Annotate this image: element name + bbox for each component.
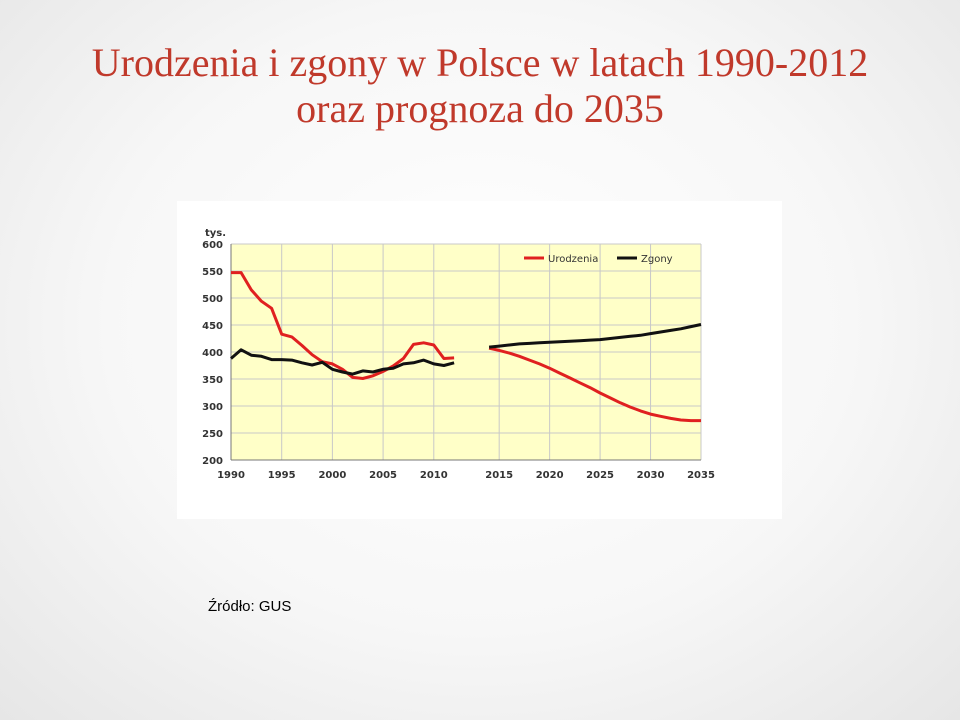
x-tick-label-2015: 2015 [485, 470, 513, 481]
slide-title-line-2: oraz prognoza do 2035 [296, 86, 664, 131]
x-tick-label-2035: 2035 [687, 470, 715, 481]
legend-births-label: Urodzenia [548, 254, 598, 265]
y-tick-label-600: 600 [202, 240, 223, 251]
y-tick-label-250: 250 [202, 429, 223, 440]
x-tick-label-2030: 2030 [637, 470, 665, 481]
y-tick-label-500: 500 [202, 294, 223, 305]
slide-title-line-1: Urodzenia i zgony w Polsce w latach 1990… [91, 40, 869, 85]
births-forecast-line [488, 346, 701, 423]
y-tick-label-300: 300 [202, 402, 223, 413]
y-tick-label-200: 200 [202, 456, 223, 467]
y-tick-label-400: 400 [202, 348, 223, 359]
births-historical-line [231, 271, 455, 380]
x-tick-label-2005: 2005 [369, 470, 397, 481]
x-tick-label-1995: 1995 [268, 470, 296, 481]
x-tick-label-2010: 2010 [420, 470, 448, 481]
y-tick-label-550: 550 [202, 267, 223, 278]
x-tick-label-1990: 1990 [217, 470, 245, 481]
y-tick-label-350: 350 [202, 375, 223, 386]
y-tick-label-450: 450 [202, 321, 223, 332]
slide-title: Urodzenia i zgony w Polsce w latach 1990… [0, 40, 960, 132]
y-axis-unit: tys. [205, 228, 226, 239]
x-tick-label-2020: 2020 [536, 470, 564, 481]
deaths-historical-line [230, 348, 455, 376]
legend-deaths-label: Zgony [641, 254, 673, 265]
x-tick-label-2000: 2000 [318, 470, 346, 481]
source-note: Źródło: GUS [208, 598, 292, 615]
chart-panel: 200 250 300 350 400 450 500 550 600 tys. 1990 1995 2… [177, 201, 782, 519]
deaths-forecast-line [488, 323, 702, 349]
x-tick-label-2025: 2025 [586, 470, 614, 481]
